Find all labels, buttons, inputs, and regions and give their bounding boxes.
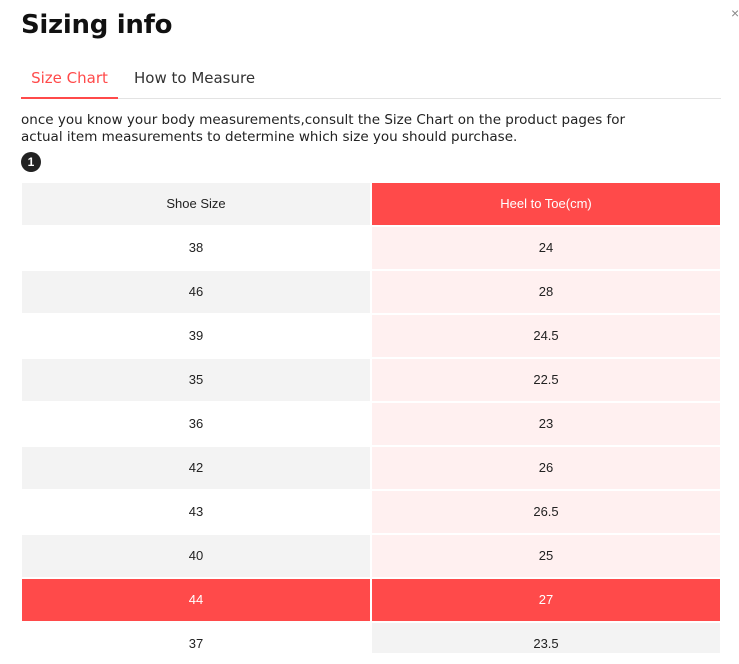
close-icon[interactable]: × — [731, 5, 739, 21]
page-title: Sizing info — [21, 10, 173, 40]
step-number-badge: 1 — [21, 152, 41, 172]
shoe-size-cell: 39 — [22, 315, 370, 357]
heel-to-toe-cell: 26 — [372, 447, 720, 489]
heel-to-toe-cell: 22.5 — [372, 359, 720, 401]
table-row: 40 25 — [22, 535, 720, 577]
shoe-size-cell: 44 — [22, 579, 370, 621]
heel-to-toe-cell: 27 — [372, 579, 720, 621]
heel-to-toe-cell: 23.5 — [372, 623, 720, 653]
shoe-size-cell: 38 — [22, 227, 370, 269]
column-header-shoe-size: Shoe Size — [22, 183, 370, 225]
table-row: 38 24 — [22, 227, 720, 269]
shoe-size-cell: 35 — [22, 359, 370, 401]
shoe-size-cell: 40 — [22, 535, 370, 577]
shoe-size-cell: 37 — [22, 623, 370, 653]
tab-how-to-measure[interactable]: How to Measure — [134, 69, 256, 87]
heel-to-toe-cell: 24.5 — [372, 315, 720, 357]
table-row: 43 26.5 — [22, 491, 720, 533]
size-chart-table: Shoe Size Heel to Toe(cm) 38 24 46 28 39… — [22, 183, 720, 653]
shoe-size-cell: 43 — [22, 491, 370, 533]
table-row: 46 28 — [22, 271, 720, 313]
heel-to-toe-cell: 24 — [372, 227, 720, 269]
tab-bar: Size Chart How to Measure — [21, 58, 721, 99]
table-row: 35 22.5 — [22, 359, 720, 401]
heel-to-toe-cell: 25 — [372, 535, 720, 577]
table-row: 36 23 — [22, 403, 720, 445]
table-row: 37 23.5 — [22, 623, 720, 653]
tab-size-chart[interactable]: Size Chart — [21, 58, 118, 99]
table-header-row: Shoe Size Heel to Toe(cm) — [22, 183, 720, 225]
shoe-size-cell: 46 — [22, 271, 370, 313]
size-chart-description: once you know your body measurements,con… — [21, 112, 626, 145]
heel-to-toe-cell: 28 — [372, 271, 720, 313]
shoe-size-cell: 36 — [22, 403, 370, 445]
heel-to-toe-cell: 23 — [372, 403, 720, 445]
table-row: 42 26 — [22, 447, 720, 489]
table-row-highlighted: 44 27 — [22, 579, 720, 621]
table-row: 39 24.5 — [22, 315, 720, 357]
shoe-size-cell: 42 — [22, 447, 370, 489]
heel-to-toe-cell: 26.5 — [372, 491, 720, 533]
column-header-heel-to-toe: Heel to Toe(cm) — [372, 183, 720, 225]
